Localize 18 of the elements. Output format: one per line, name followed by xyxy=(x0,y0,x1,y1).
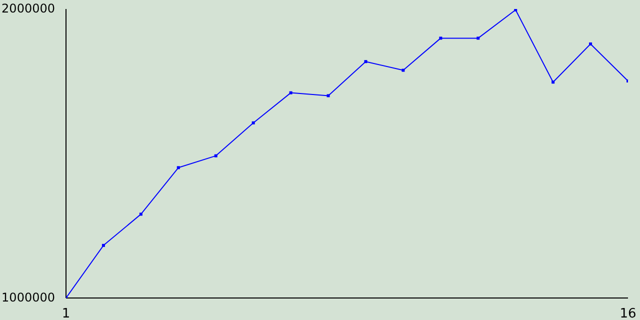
line-series xyxy=(66,9,628,298)
point xyxy=(139,212,142,216)
point xyxy=(252,121,255,124)
point xyxy=(289,91,292,94)
point xyxy=(326,94,330,98)
point xyxy=(364,60,368,64)
point xyxy=(402,68,405,72)
point xyxy=(102,244,105,247)
y-tick-label: 2000000 xyxy=(2,1,55,16)
y-tick-label: 1000000 xyxy=(2,290,55,304)
x-tick-label: 16 xyxy=(620,306,636,320)
point xyxy=(589,42,592,46)
point xyxy=(476,36,480,40)
point xyxy=(439,36,442,40)
point xyxy=(214,154,218,158)
point xyxy=(176,166,180,170)
point xyxy=(552,80,555,84)
x-tick-label: 1 xyxy=(62,306,70,320)
